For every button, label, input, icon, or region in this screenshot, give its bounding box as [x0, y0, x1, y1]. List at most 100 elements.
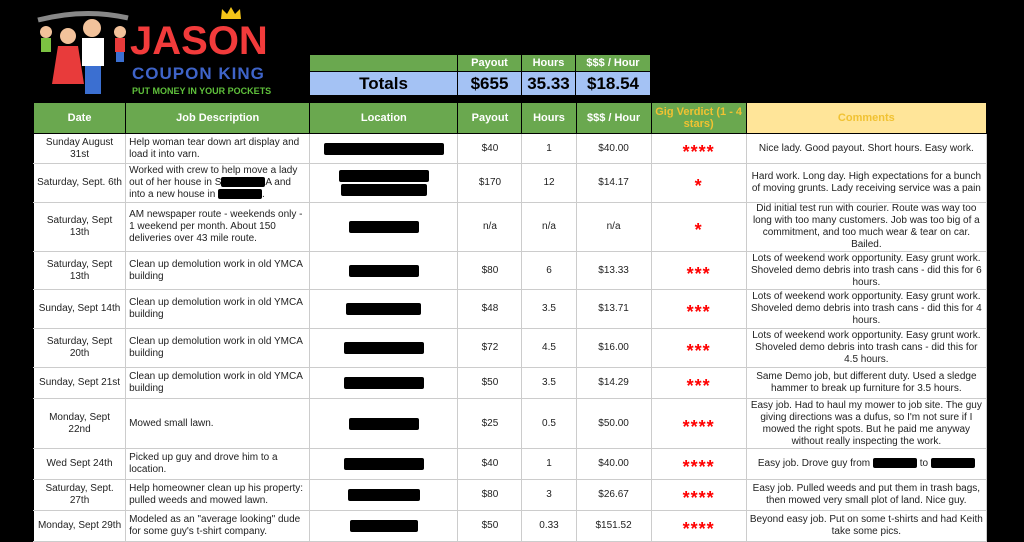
- hours-cell[interactable]: 3: [521, 479, 577, 511]
- star-rating[interactable]: ***: [650, 328, 747, 368]
- rate-cell[interactable]: $14.29: [575, 367, 652, 399]
- location-cell[interactable]: [309, 133, 459, 164]
- hours-cell[interactable]: 6: [521, 251, 577, 290]
- payout-cell[interactable]: $40: [457, 133, 523, 164]
- location-cell[interactable]: [309, 202, 459, 252]
- date-cell[interactable]: Sunday, Sept 21st: [32, 367, 127, 399]
- payout-cell[interactable]: $50: [457, 367, 523, 399]
- comments-cell[interactable]: Hard work. Long day. High expectations f…: [745, 163, 988, 203]
- rate-cell[interactable]: $40.00: [575, 448, 652, 480]
- hours-cell[interactable]: 0.5: [521, 398, 577, 449]
- hours-cell[interactable]: n/a: [521, 202, 577, 252]
- comments-cell[interactable]: Easy job. Drove guy from to: [745, 448, 988, 480]
- table-row: Saturday, Sept 13th Clean up demolution w…: [32, 251, 988, 290]
- payout-cell[interactable]: $48: [457, 289, 523, 329]
- location-cell[interactable]: [309, 251, 459, 290]
- location-cell[interactable]: [309, 289, 459, 329]
- comments-cell[interactable]: Lots of weekend work opportunity. Easy g…: [745, 289, 988, 329]
- star-rating[interactable]: *: [650, 163, 747, 203]
- star-rating[interactable]: ***: [650, 367, 747, 399]
- comments-cell[interactable]: Easy job. Pulled weeds and put them in t…: [745, 479, 988, 511]
- location-cell[interactable]: [309, 163, 459, 203]
- location-cell[interactable]: [309, 479, 459, 511]
- job-description-cell[interactable]: Clean up demolution work in old YMCA bui…: [125, 328, 311, 368]
- location-cell[interactable]: [309, 367, 459, 399]
- location-cell[interactable]: [309, 448, 459, 480]
- rate-cell[interactable]: n/a: [575, 202, 652, 252]
- rate-cell[interactable]: $13.71: [575, 289, 652, 329]
- rate-cell[interactable]: $26.67: [575, 479, 652, 511]
- location-cell[interactable]: [309, 328, 459, 368]
- totals-payout[interactable]: $655: [457, 71, 522, 96]
- date-cell[interactable]: Saturday, Sept 13th: [32, 251, 127, 290]
- date-cell[interactable]: Saturday, Sept 20th: [32, 328, 127, 368]
- hours-cell[interactable]: 1: [521, 448, 577, 480]
- job-description-cell[interactable]: Clean up demolution work in old YMCA bui…: [125, 289, 311, 329]
- text-segment: .: [262, 189, 265, 200]
- totals-rate[interactable]: $18.54: [575, 71, 651, 96]
- star-rating[interactable]: ****: [650, 398, 747, 449]
- column-header-payout[interactable]: Payout: [457, 102, 523, 134]
- job-description-cell[interactable]: Worked with crew to help move a lady out…: [125, 163, 311, 203]
- column-header-verdict[interactable]: Gig Verdict (1 - 4 stars): [650, 102, 747, 134]
- payout-cell[interactable]: $25: [457, 398, 523, 449]
- payout-cell[interactable]: $80: [457, 479, 523, 511]
- column-header-date[interactable]: Date: [32, 102, 127, 134]
- job-description-cell[interactable]: Help woman tear down art display and loa…: [125, 133, 311, 164]
- payout-cell[interactable]: $80: [457, 251, 523, 290]
- star-rating[interactable]: ****: [650, 448, 747, 480]
- star-rating[interactable]: *: [650, 202, 747, 252]
- job-description-cell[interactable]: Help homeowner clean up his property: pu…: [125, 479, 311, 511]
- rate-cell[interactable]: $40.00: [575, 133, 652, 164]
- comments-cell[interactable]: Same Demo job, but different duty. Used …: [745, 367, 988, 399]
- date-cell[interactable]: Sunday August 31st: [32, 133, 127, 164]
- payout-cell[interactable]: n/a: [457, 202, 523, 252]
- rate-cell[interactable]: $13.33: [575, 251, 652, 290]
- column-header-comments[interactable]: Comments: [745, 102, 988, 134]
- rate-cell[interactable]: $50.00: [575, 398, 652, 449]
- hours-cell[interactable]: 4.5: [521, 328, 577, 368]
- comments-cell[interactable]: Easy job. Had to haul my mower to job si…: [745, 398, 988, 449]
- date-cell[interactable]: Saturday, Sept. 6th: [32, 163, 127, 203]
- column-header-rate[interactable]: $$$ / Hour: [575, 102, 652, 134]
- comments-cell[interactable]: Nice lady. Good payout. Short hours. Eas…: [745, 133, 988, 164]
- location-cell[interactable]: [309, 398, 459, 449]
- job-description-cell[interactable]: Picked up guy and drove him to a locatio…: [125, 448, 311, 480]
- hours-cell[interactable]: 1: [521, 133, 577, 164]
- column-header-location[interactable]: Location: [309, 102, 459, 134]
- date-cell[interactable]: Monday, Sept 22nd: [32, 398, 127, 449]
- totals-label[interactable]: Totals: [309, 71, 458, 96]
- job-description-cell[interactable]: Clean up demolution work in old YMCA bui…: [125, 367, 311, 399]
- payout-cell[interactable]: $72: [457, 328, 523, 368]
- comments-cell[interactable]: Lots of weekend work opportunity. Easy g…: [745, 328, 988, 368]
- job-description-cell[interactable]: AM newspaper route - weekends only - 1 w…: [125, 202, 311, 252]
- date-cell[interactable]: Saturday, Sept 13th: [32, 202, 127, 252]
- column-header-hours[interactable]: Hours: [521, 102, 577, 134]
- payout-cell[interactable]: $170: [457, 163, 523, 203]
- totals-hours[interactable]: 35.33: [521, 71, 576, 96]
- job-description-cell[interactable]: Clean up demolution work in old YMCA bui…: [125, 251, 311, 290]
- family-illustration-icon: [37, 11, 129, 94]
- text-segment: Did initial test run with courier. Route…: [752, 203, 980, 251]
- redaction: [348, 221, 419, 233]
- table-row: Saturday, Sept 13th AM newspaper route - …: [32, 202, 988, 252]
- star-rating[interactable]: ***: [650, 289, 747, 329]
- table-row: Sunday August 31st Help woman tear down a…: [32, 133, 988, 164]
- comments-cell[interactable]: Lots of weekend work opportunity. Easy g…: [745, 251, 988, 290]
- rate-cell[interactable]: $16.00: [575, 328, 652, 368]
- job-description-cell[interactable]: Mowed small lawn.: [125, 398, 311, 449]
- date-cell[interactable]: Saturday, Sept. 27th: [32, 479, 127, 511]
- column-header-job[interactable]: Job Description: [125, 102, 311, 134]
- date-cell[interactable]: Sunday, Sept 14th: [32, 289, 127, 329]
- payout-cell[interactable]: $40: [457, 448, 523, 480]
- star-rating[interactable]: ****: [650, 133, 747, 164]
- rate-cell[interactable]: $14.17: [575, 163, 652, 203]
- star-rating[interactable]: ***: [650, 251, 747, 290]
- date-cell[interactable]: Wed Sept 24th: [32, 448, 127, 480]
- hours-cell[interactable]: 3.5: [521, 367, 577, 399]
- hours-cell[interactable]: 3.5: [521, 289, 577, 329]
- comments-cell[interactable]: Did initial test run with courier. Route…: [745, 202, 988, 252]
- text-segment: to: [916, 458, 931, 469]
- hours-cell[interactable]: 12: [521, 163, 577, 203]
- star-rating[interactable]: ****: [650, 479, 747, 511]
